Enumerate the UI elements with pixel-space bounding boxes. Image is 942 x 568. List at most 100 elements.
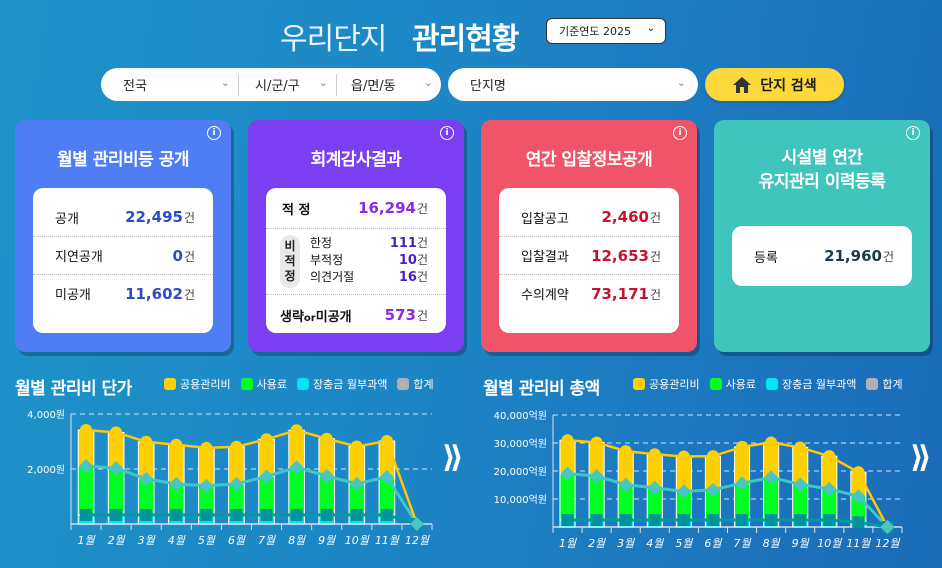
stat-label: 한정 xyxy=(310,236,333,250)
legend-label: 합계 xyxy=(882,378,903,391)
card-bidding-info[interactable]: i 연간 입찰정보공개 입찰공고 2,460건 입찰결과 12,653건 수의계… xyxy=(481,120,697,352)
legend-usage[interactable]: 사용료 xyxy=(240,376,287,392)
card-stats: 공개 22,495건 지연공개 0건 미공개 11,602건 xyxy=(33,188,213,333)
card-audit-results[interactable]: i 회계감사결과 적 정 16,294건 비 적 정 한정 111건 부적정 1… xyxy=(248,120,464,352)
info-icon[interactable]: i xyxy=(440,126,454,140)
sigungu-select-label: 시/군/구 xyxy=(255,79,300,94)
badge-char: 정 xyxy=(284,269,296,283)
complex-search-button[interactable]: 단지 검색 xyxy=(705,68,844,101)
stat-unit: 건 xyxy=(183,287,195,302)
stat-row-undisclosed: 미공개 11,602건 xyxy=(33,274,213,312)
stat-value: 21,960 xyxy=(824,247,882,265)
stat-unit: 건 xyxy=(183,249,195,264)
stat-row-disclaimer: 의견거절 16건 xyxy=(310,269,428,286)
stat-value: 16 xyxy=(398,270,417,285)
stat-label: 미공개 xyxy=(55,288,91,303)
info-icon[interactable]: i xyxy=(906,126,920,140)
stat-value: 573 xyxy=(384,306,416,324)
divider xyxy=(336,73,337,96)
region-selector-group: 전국 ⌄ 시/군/구 ⌄ 읍/면/동 ⌄ xyxy=(101,68,441,101)
card-title: 회계감사결과 xyxy=(310,150,402,170)
svg-text:20,000억원: 20,000억원 xyxy=(494,466,547,478)
house-icon xyxy=(733,76,752,93)
svg-text:9월: 9월 xyxy=(792,537,810,550)
stat-unit: 건 xyxy=(416,270,428,284)
card-title-line1: 시설별 연간 xyxy=(781,148,863,168)
legend-label: 사용료 xyxy=(725,378,756,391)
stat-row-registered: 등록 21,960건 xyxy=(732,226,912,286)
complex-name-select[interactable]: 단지명 ⌄ xyxy=(448,68,698,101)
legend-common[interactable]: 공용관리비 xyxy=(633,376,700,392)
svg-text:9월: 9월 xyxy=(318,534,336,547)
card-monthly-fee-disclosure[interactable]: i 월별 관리비등 공개 공개 22,495건 지연공개 0건 미공개 11,6… xyxy=(15,120,231,352)
legend-label: 사용료 xyxy=(256,378,287,391)
stat-value: 2,460 xyxy=(601,208,649,226)
sido-select-label: 전국 xyxy=(123,79,147,94)
next-arrow-icon[interactable]: ⟫ xyxy=(910,440,932,475)
svg-text:2월: 2월 xyxy=(588,537,606,550)
stat-label: 공개 xyxy=(55,211,79,227)
stat-unit: 건 xyxy=(649,249,661,264)
legend-total[interactable]: 합계 xyxy=(866,376,903,392)
svg-text:40,000억원: 40,000억원 xyxy=(494,410,547,422)
stat-label: 입찰공고 xyxy=(521,211,569,227)
stat-unit: 건 xyxy=(416,309,428,323)
card-title-line2: 유지관리 이력등록 xyxy=(758,172,886,192)
sido-select[interactable]: 전국 ⌄ xyxy=(101,68,238,101)
chevron-down-icon: ⌄ xyxy=(423,76,433,89)
legend-total[interactable]: 합계 xyxy=(397,376,434,392)
chart-title: 월별 관리비 총액 xyxy=(483,379,600,399)
year-select[interactable]: 기준연도 2025 ⌄ xyxy=(546,18,666,44)
chevron-down-icon: ⌄ xyxy=(318,76,328,89)
chevron-down-icon: ⌄ xyxy=(646,23,655,34)
card-facility-maintenance[interactable]: i 시설별 연간 유지관리 이력등록 등록 21,960건 xyxy=(714,120,930,352)
svg-text:12월: 12월 xyxy=(875,537,900,550)
stat-value: 12,653 xyxy=(591,246,649,265)
legend-usage[interactable]: 사용료 xyxy=(709,376,756,392)
swatch-icon xyxy=(164,378,176,390)
stat-value: 111 xyxy=(389,236,417,251)
svg-text:4월: 4월 xyxy=(168,534,186,547)
info-icon[interactable]: i xyxy=(207,126,221,140)
card-title: 월별 관리비등 공개 xyxy=(57,150,189,170)
stat-row-omitted: 생략or미공개 573건 xyxy=(266,295,446,335)
stat-value: 73,171 xyxy=(591,284,649,303)
info-icon[interactable]: i xyxy=(673,126,687,140)
next-arrow-icon[interactable]: ⟫ xyxy=(442,440,464,475)
chevron-down-icon: ⌄ xyxy=(676,76,686,89)
legend-label: 공용관리비 xyxy=(180,378,231,391)
page-header: 우리단지 관리현황 기준연도 2025 ⌄ xyxy=(0,10,942,57)
chart-monthly-total: 월별 관리비 총액 공용관리비 사용료 장충금 월부과액 합계 10,000억원… xyxy=(470,370,942,568)
legend-reserve[interactable]: 장충금 월부과액 xyxy=(765,376,857,392)
stat-value: 10 xyxy=(398,253,417,268)
eupmyeondong-select-label: 읍/면/동 xyxy=(351,79,396,94)
divider xyxy=(238,73,239,96)
chevron-down-icon: ⌄ xyxy=(220,76,230,89)
svg-text:2월: 2월 xyxy=(108,534,126,547)
stat-value: 22,495 xyxy=(125,208,183,226)
svg-text:8월: 8월 xyxy=(763,537,781,550)
legend-label: 장충금 월부과액 xyxy=(781,378,857,391)
svg-text:4,000원: 4,000원 xyxy=(27,409,65,421)
legend-common[interactable]: 공용관리비 xyxy=(164,376,231,392)
chart-plot: 2,000원 4,000원 1월 2월 3월 4월 5월 6월 7월 8월 9월 10월 11월 12월 xyxy=(27,409,433,547)
sigungu-select[interactable]: 시/군/구 ⌄ xyxy=(239,68,336,101)
page-title-light: 우리단지 xyxy=(280,22,387,57)
card-stats: 입찰공고 2,460건 입찰결과 12,653건 수의계약 73,171건 xyxy=(499,188,679,333)
svg-text:3월: 3월 xyxy=(138,534,156,547)
card-title: 시설별 연간 유지관리 이력등록 xyxy=(714,146,930,194)
badge-char: 비 xyxy=(284,239,296,253)
stat-label-or: or xyxy=(303,312,316,324)
svg-text:7월: 7월 xyxy=(733,537,751,550)
page-title-bold: 관리현황 xyxy=(412,22,519,57)
legend-reserve[interactable]: 장충금 월부과액 xyxy=(296,376,387,392)
svg-text:4월: 4월 xyxy=(646,537,664,550)
stat-unit: 건 xyxy=(416,253,428,267)
svg-text:30,000억원: 30,000억원 xyxy=(494,438,547,450)
svg-text:1월: 1월 xyxy=(77,534,95,547)
legend-label: 공용관리비 xyxy=(649,378,700,391)
stat-unit: 건 xyxy=(416,202,428,216)
nonconforming-list: 한정 111건 부적정 10건 의견거절 16건 xyxy=(310,235,428,288)
swatch-icon xyxy=(709,378,722,390)
eupmyeondong-select[interactable]: 읍/면/동 ⌄ xyxy=(337,68,441,101)
